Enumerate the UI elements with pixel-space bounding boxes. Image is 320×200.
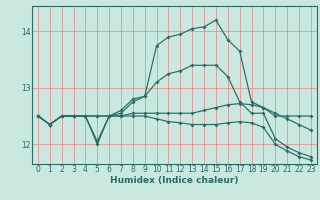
X-axis label: Humidex (Indice chaleur): Humidex (Indice chaleur): [110, 176, 239, 185]
